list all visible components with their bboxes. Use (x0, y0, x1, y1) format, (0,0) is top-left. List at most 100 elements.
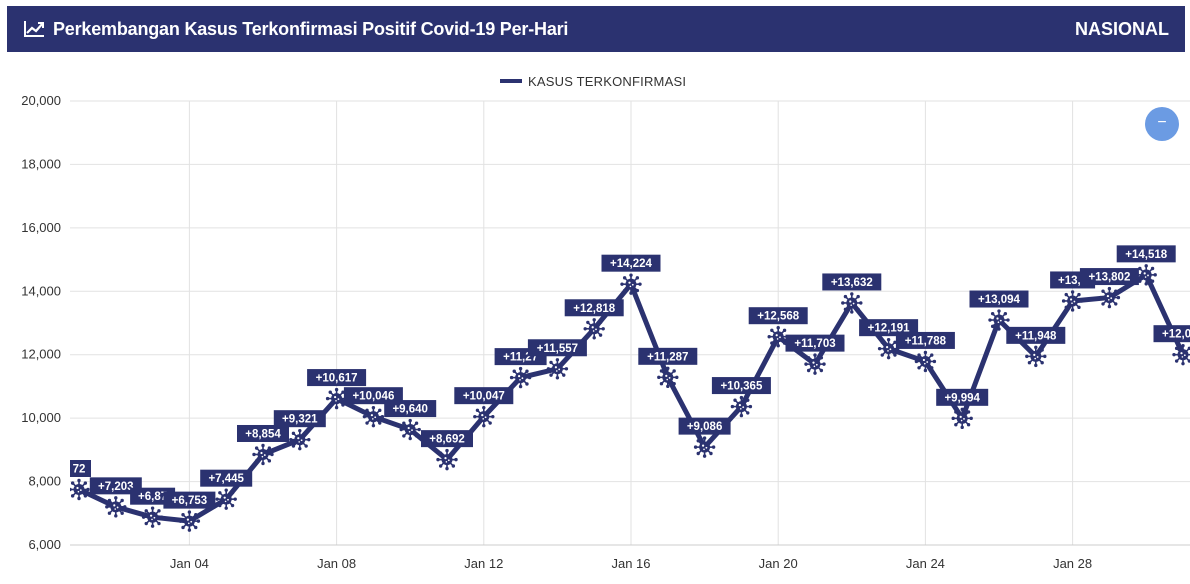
data-label: +14,224 (601, 254, 661, 272)
virus-icon (583, 318, 605, 340)
data-label: +8,692 (421, 430, 473, 448)
data-label-box (307, 369, 367, 387)
x-tick-label: Jan 20 (759, 556, 798, 571)
virus-icon (1098, 286, 1121, 309)
data-label-box (1006, 326, 1066, 344)
data-label-text: +9,086 (687, 421, 723, 433)
data-label-box (1116, 245, 1176, 263)
virus-icon (1172, 343, 1190, 366)
data-label: +9,321 (273, 410, 326, 428)
data-label-text: +11,948 (1015, 330, 1057, 342)
data-label: +10,617 (307, 369, 367, 387)
virus-icon (767, 326, 789, 348)
data-label-text: +9,640 (392, 404, 428, 416)
data-label: +14,518 (1116, 245, 1176, 263)
data-label: +13,802 (1079, 268, 1139, 286)
virus-icon (399, 418, 421, 441)
virus-icon (1025, 345, 1047, 368)
virus-icon (657, 366, 679, 389)
data-label: +12,001 (1153, 325, 1190, 343)
data-label-box (163, 491, 216, 509)
data-label-box (273, 410, 326, 428)
virus-icon (951, 407, 973, 430)
data-label: +7,203 (89, 477, 142, 495)
virus-icon (804, 353, 826, 375)
data-label: +6,753 (163, 491, 216, 509)
data-label-box (421, 430, 473, 448)
data-label-box (748, 307, 808, 325)
data-label-box (638, 347, 698, 365)
data-label-text: +11,703 (794, 338, 835, 350)
data-label-text: +12,191 (868, 323, 910, 335)
y-axis: 6,000 8,000 10,000 12,000 14,000 16,000 18,000… (21, 93, 61, 552)
data-label-text: +13,094 (978, 294, 1020, 306)
x-tick-label: Jan 08 (317, 556, 356, 571)
data-label-text: +11,788 (905, 335, 947, 347)
zoom-out-button[interactable]: − (1145, 107, 1179, 141)
data-label-text: +14,224 (610, 258, 652, 270)
data-label-box (1079, 268, 1139, 286)
y-tick-label: 8,000 (28, 474, 61, 489)
data-label: +11,788 (895, 331, 955, 349)
data-label-text: +8,854 (245, 428, 281, 440)
line-chart-icon (24, 21, 44, 37)
data-label-text: +13,802 (1088, 272, 1130, 284)
y-tick-label: 14,000 (21, 283, 61, 298)
data-label: +11,557 (527, 339, 587, 357)
data-label-box (711, 377, 771, 395)
data-label-box (936, 388, 989, 406)
data-label: +13,094 (969, 290, 1029, 308)
y-tick-label: 20,000 (21, 93, 61, 108)
virus-icon (178, 510, 201, 532)
series: 72 +7,203 +6,87 +6,753+7,445 +8,854+9,321 +10… (70, 245, 1190, 532)
data-label: +13,632 (822, 273, 882, 291)
chart-title: Perkembangan Kasus Terkonfirmasi Positif… (53, 19, 569, 39)
data-label-box (89, 477, 142, 495)
data-label-text: +12,818 (573, 303, 615, 315)
virus-icon (473, 405, 495, 428)
virus-icon (141, 506, 164, 528)
data-label-text: +10,046 (352, 391, 394, 403)
data-label-box (527, 339, 587, 357)
x-tick-label: Jan 16 (611, 556, 650, 571)
data-label-box (1153, 325, 1190, 343)
data-label: +9,640 (384, 400, 437, 418)
virus-icon (105, 496, 127, 518)
data-label-text: 72 (73, 464, 86, 476)
virus-icon (730, 395, 753, 418)
data-label: +12,818 (564, 299, 624, 317)
data-label-text: +9,321 (282, 414, 318, 426)
chart-header: Perkembangan Kasus Terkonfirmasi Positif… (7, 6, 1185, 52)
virus-icon (693, 436, 716, 458)
y-tick-label: 18,000 (21, 156, 61, 171)
data-label-text: +10,047 (463, 391, 505, 403)
data-label: +10,047 (454, 387, 514, 405)
data-label-box (454, 387, 514, 405)
data-label: +11,703 (785, 334, 845, 352)
data-label: +10,046 (343, 387, 403, 405)
data-label: +10,365 (711, 377, 771, 395)
data-label: +12,568 (748, 307, 808, 325)
data-label-box (343, 387, 403, 405)
virus-icon (325, 387, 348, 410)
virus-icon (620, 273, 642, 295)
grid (70, 100, 1190, 546)
virus-icon (215, 488, 237, 510)
y-tick-label: 12,000 (21, 347, 61, 362)
data-label: +9,994 (936, 388, 989, 406)
virus-icon (509, 366, 532, 389)
chart-legend[interactable]: KASUS TERKONFIRMASI (500, 72, 686, 90)
data-label-text: +8,692 (429, 434, 465, 446)
virus-icon (914, 350, 937, 373)
y-tick-label: 6,000 (28, 537, 61, 552)
virus-icon (1061, 290, 1084, 312)
y-tick-label: 16,000 (21, 220, 61, 235)
data-label-text: +9,994 (944, 392, 980, 404)
data-label-text: +13,632 (831, 277, 873, 289)
data-label-box (822, 273, 882, 291)
virus-icon (841, 292, 863, 314)
virus-icon (1135, 264, 1157, 286)
data-label-text: +6,87 (138, 491, 167, 503)
x-tick-label: Jan 28 (1053, 556, 1092, 571)
data-label-text: +6,753 (172, 495, 208, 507)
